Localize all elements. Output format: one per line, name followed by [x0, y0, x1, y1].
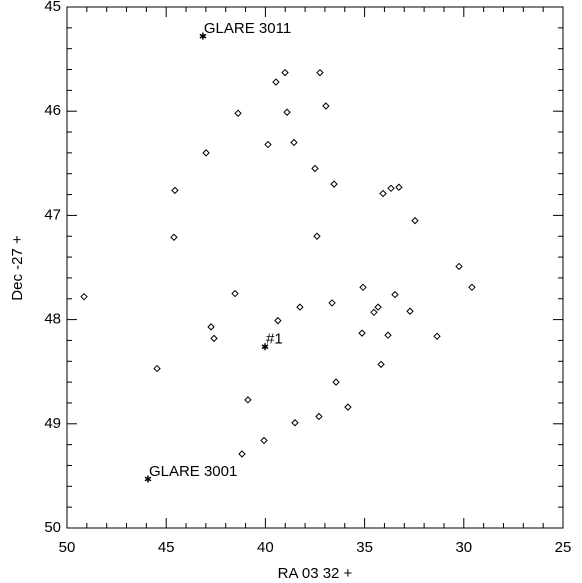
diamond-marker	[153, 364, 161, 373]
x-tick-label: 50	[59, 539, 76, 556]
x-tick-label: 40	[257, 539, 274, 556]
y-tick-label: 45	[44, 0, 61, 15]
diamond-marker	[395, 183, 403, 191]
diamond-marker	[455, 262, 463, 271]
diamond-marker	[384, 331, 392, 339]
diamond-marker	[283, 108, 291, 116]
x-tick-label: 45	[158, 539, 175, 556]
diamond-marker	[171, 186, 179, 195]
y-tick-label: 50	[44, 519, 61, 536]
star-label: GLARE 3001	[149, 463, 237, 480]
diamond-marker	[358, 329, 366, 337]
x-axis-label: RA 03 32 +	[278, 565, 353, 582]
diamond-marker	[234, 109, 242, 117]
diamond-marker	[377, 360, 385, 369]
diamond-marker	[274, 316, 282, 325]
diamond-marker	[80, 292, 88, 301]
diamond-marker	[272, 78, 280, 86]
diamond-marker	[370, 308, 378, 317]
diamond-marker	[315, 412, 323, 421]
diamond-marker	[244, 396, 252, 404]
diamond-marker	[170, 233, 178, 241]
diamond-marker	[332, 378, 340, 386]
diamond-marker	[210, 334, 218, 343]
diamond-marker	[311, 164, 319, 173]
diamond-marker	[328, 299, 336, 307]
diamond-marker	[411, 216, 419, 225]
diamond-marker	[260, 436, 268, 445]
diamond-marker	[359, 283, 367, 292]
diamond-marker	[231, 289, 239, 298]
diamond-marker	[344, 403, 352, 411]
y-tick-label: 48	[44, 311, 61, 328]
diamond-marker	[406, 307, 414, 315]
diamond-marker	[387, 184, 395, 193]
diamond-marker	[433, 332, 441, 340]
star-marker	[144, 475, 152, 483]
diamond-marker	[202, 149, 210, 157]
y-tick-label: 46	[44, 102, 61, 119]
star-label: #1	[266, 331, 283, 348]
star-label: GLARE 3011	[204, 20, 291, 37]
plot-frame	[66, 6, 564, 529]
diamond-marker	[264, 140, 272, 149]
y-tick-label: 47	[44, 206, 61, 223]
diamond-marker	[296, 303, 304, 311]
x-tick-label: 35	[356, 539, 373, 556]
diamond-marker	[316, 68, 324, 77]
x-tick-label: 30	[455, 539, 472, 556]
diamond-marker	[207, 323, 215, 331]
diamond-marker	[291, 419, 299, 427]
diamond-marker	[391, 290, 399, 299]
diamond-marker	[281, 68, 289, 77]
diamond-marker	[322, 102, 330, 110]
star-marker	[261, 343, 269, 351]
y-axis-label: Dec -27 +	[9, 235, 26, 301]
diamond-marker	[330, 180, 338, 188]
diamond-marker	[468, 283, 476, 292]
diamond-marker	[374, 303, 382, 311]
y-tick-label: 49	[44, 415, 61, 432]
diamond-marker	[290, 138, 298, 147]
x-tick-label: 25	[555, 539, 572, 556]
diamond-marker	[313, 232, 321, 240]
diamond-marker	[379, 189, 387, 198]
diamond-marker	[238, 450, 246, 458]
star-marker	[199, 32, 207, 40]
